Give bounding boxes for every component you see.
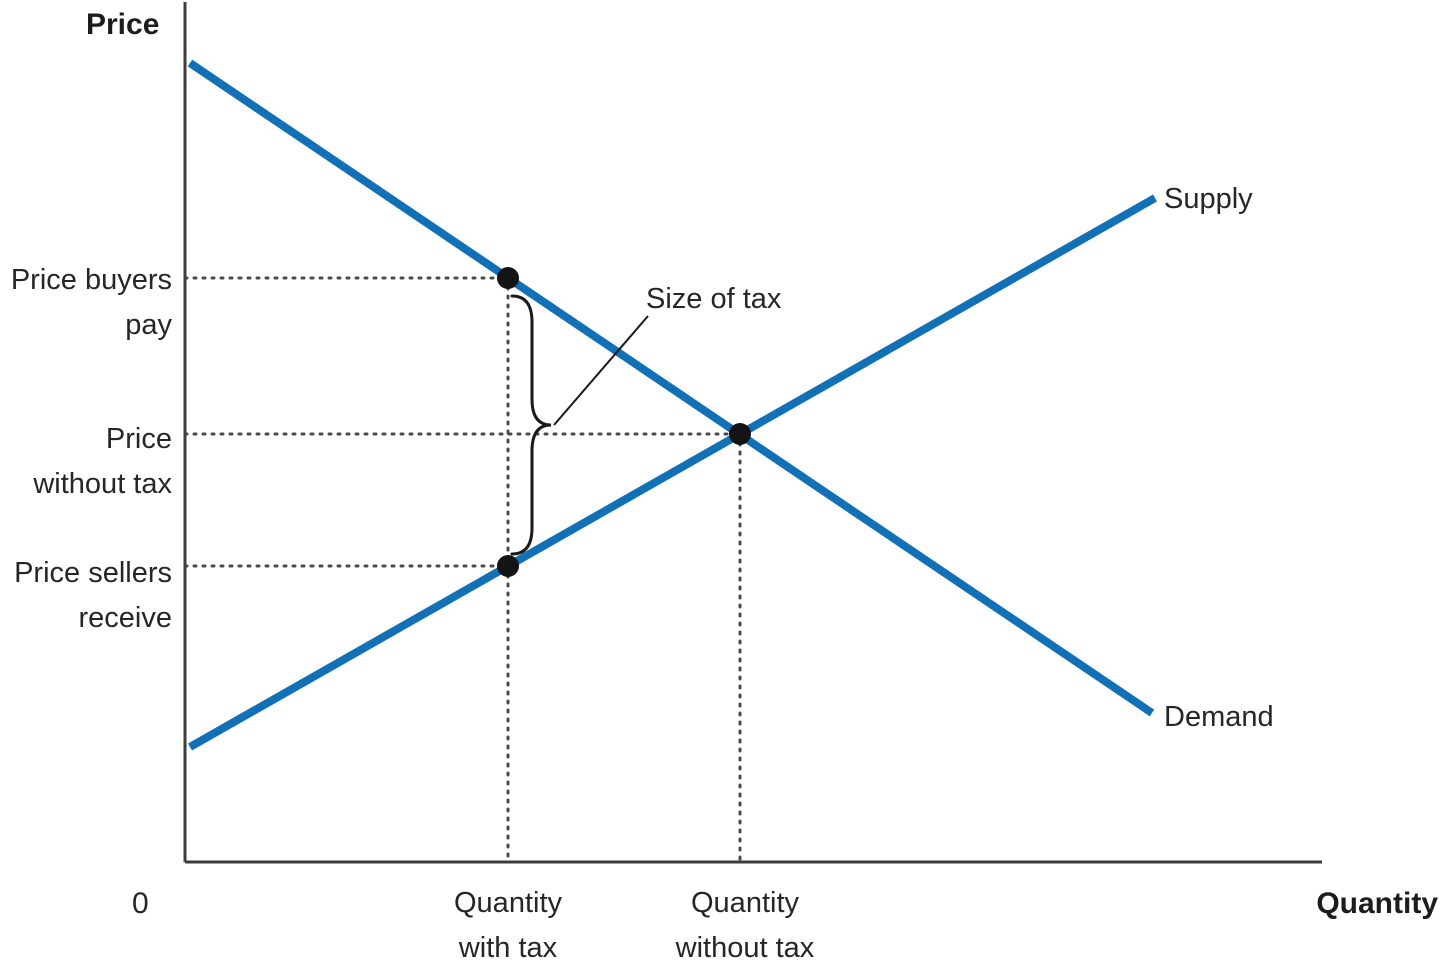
size-of-tax-label: Size of tax (646, 283, 782, 315)
supply-curve (188, 194, 1157, 751)
quantity-without-tax-label: Quantity without tax (675, 887, 815, 964)
supply-curve-label: Supply (1164, 183, 1253, 215)
quantity-with-tax-label: Quantity with tax (454, 887, 562, 964)
size-of-tax-pointer-line (553, 315, 649, 426)
demand-curve (187, 59, 1155, 717)
x-axis-title: Quantity (1316, 887, 1438, 920)
equilibrium-point (729, 423, 751, 445)
buyers-point (497, 267, 519, 289)
y-axis-title: Price (86, 8, 160, 41)
sellers-point (497, 555, 519, 577)
origin-label: 0 (132, 887, 149, 920)
price-buyers-pay-label: Price buyers pay (10, 264, 172, 341)
price-sellers-receive-label: Price sellers receive (14, 557, 172, 634)
price-without-tax-label: Price without tax (33, 423, 172, 500)
size-of-tax-brace (510, 294, 552, 556)
demand-curve-label: Demand (1164, 701, 1274, 733)
